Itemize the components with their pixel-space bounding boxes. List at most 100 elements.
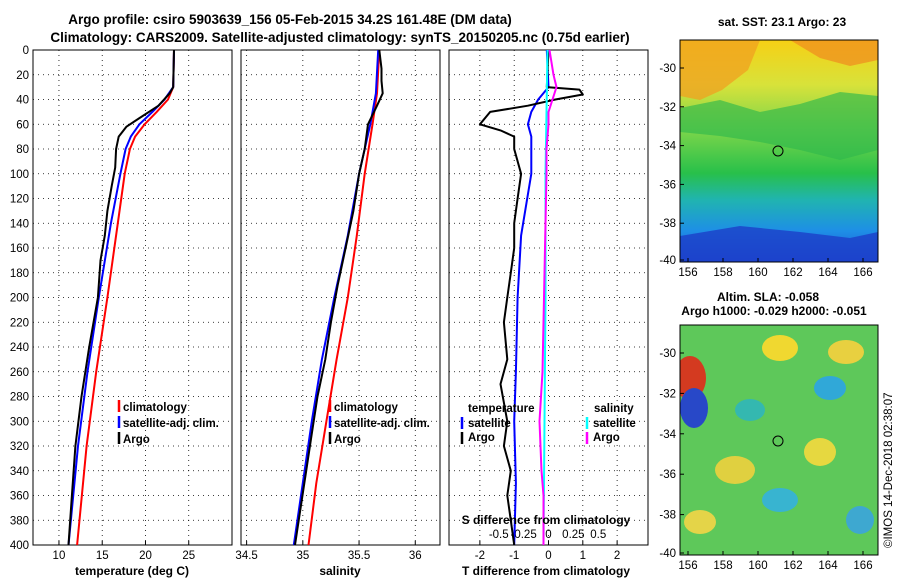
s-tick-label: -0.25: [511, 529, 537, 541]
legend-s-argo: Argo: [593, 432, 620, 444]
depth-tick-label: 360: [10, 491, 29, 503]
series-line-climatology: [76, 49, 175, 546]
depth-tick-label: 380: [10, 515, 29, 527]
float-position-marker: [772, 435, 784, 447]
depth-tick-label: 140: [10, 218, 29, 230]
depth-tick-label: 340: [10, 466, 29, 478]
depth-tick-label: 100: [10, 169, 29, 181]
map-y-tick-label: -30: [659, 63, 676, 75]
temperature-panel: 10 15 20 25: [32, 49, 233, 562]
x-tick-label: 36: [409, 550, 422, 562]
sst-map-ticks: 156 158 160 162 164 166 -30 -32 -34 -36 -38 -40: [659, 63, 872, 279]
map-x-tick-label: 162: [783, 267, 802, 279]
depth-tick-label: 320: [10, 441, 29, 453]
depth-tick-label: 220: [10, 317, 29, 329]
s-tick-label: 0: [545, 529, 551, 541]
x-tick-label: 35: [296, 550, 309, 562]
series-line-argo: [67, 49, 175, 546]
imos-credit: ©IMOS 14-Dec-2018 02:38:07: [883, 392, 895, 548]
sla-map-title-2: Argo h1000: -0.029 h2000: -0.051: [681, 304, 867, 318]
map-x-tick-label: 156: [678, 560, 697, 572]
plot-frame: [32, 49, 233, 546]
temperature-axis-label: temperature (deg C): [75, 564, 189, 578]
map-x-tick-label: 158: [713, 560, 732, 572]
map-y-tick-label: -40: [659, 255, 676, 267]
depth-tick-label: 300: [10, 416, 29, 428]
x-tick-label: 35.5: [348, 550, 370, 562]
series-line-argo: [294, 49, 384, 546]
sla-low-anomaly: [814, 376, 846, 400]
map-x-tick-label: 164: [818, 267, 838, 279]
depth-tick-label: 180: [10, 268, 29, 280]
temperature-legend: climatology satellite-adj. clim. Argo: [117, 400, 219, 446]
sla-high-anomaly: [762, 335, 798, 361]
map-x-tick-label: 162: [783, 560, 802, 572]
map-y-tick-label: -30: [659, 348, 676, 360]
s-tick-label: -0.5: [489, 529, 509, 541]
sla-high-anomaly: [715, 456, 755, 484]
depth-tick-label: 400: [10, 540, 29, 552]
sst-map-title: sat. SST: 23.1 Argo: 23: [718, 15, 847, 29]
x-tick-label: 15: [96, 550, 109, 562]
sla-map-title-1: Altim. SLA: -0.058: [717, 290, 819, 304]
sla-high-anomaly: [804, 438, 836, 466]
series-line-t-argo: [478, 49, 584, 546]
sla-high-anomaly: [680, 356, 706, 400]
map-y-tick-label: -36: [659, 179, 676, 191]
depth-tick-label: 20: [16, 70, 29, 82]
sla-high-anomaly: [684, 510, 716, 534]
salinity-axis-label: salinity: [319, 564, 361, 578]
depth-tick-label: 40: [16, 95, 29, 107]
legend-argo: Argo: [123, 434, 150, 446]
series-line-s-argo: [538, 49, 558, 545]
depth-tick-label: 200: [10, 293, 29, 305]
sst-map: sat. SST: 23.1 Argo: 23 156 158 160 162 164 1…: [659, 15, 879, 279]
difference-legend: temperature salinity satellite Argo sate…: [460, 403, 636, 444]
plot-frame: [240, 49, 441, 546]
sla-low-anomaly: [762, 488, 798, 512]
map-y-tick-label: -32: [659, 388, 676, 400]
depth-tick-label: 240: [10, 342, 29, 354]
x-tick-label: 25: [182, 550, 195, 562]
legend-t-argo: Argo: [468, 432, 495, 444]
sla-low-anomaly: [680, 388, 708, 428]
map-x-tick-label: 156: [678, 267, 697, 279]
legend-temperature-header: temperature: [468, 403, 534, 415]
map-x-tick-label: 160: [748, 560, 767, 572]
legend-salinity-header: salinity: [594, 403, 634, 415]
salinity-legend: climatology satellite-adj. clim. Argo: [328, 400, 430, 446]
s-difference-axis-label: S difference from climatology: [462, 513, 631, 527]
t-difference-axis-label: T difference from climatology: [462, 564, 630, 578]
x-tick-label: 2: [614, 550, 620, 562]
title-line-2: Climatology: CARS2009. Satellite-adjuste…: [50, 30, 629, 45]
sla-map-ticks: 156 158 160 162 164 166 -30 -32 -34 -36 -38 -40: [659, 348, 872, 572]
depth-tick-label: 60: [16, 119, 29, 131]
map-x-tick-label: 166: [853, 267, 872, 279]
map-y-tick-label: -40: [659, 548, 676, 560]
series-line-t-satellite: [513, 49, 550, 546]
float-position-marker: [772, 145, 784, 157]
sla-high-anomaly: [828, 340, 864, 364]
title-line-1: Argo profile: csiro 5903639_156 05-Feb-2…: [68, 12, 511, 27]
map-y-tick-label: -38: [659, 218, 676, 230]
legend-argo: Argo: [334, 434, 361, 446]
x-tick-label: 10: [53, 550, 66, 562]
map-y-tick-label: -38: [659, 510, 676, 522]
x-tick-label: -2: [475, 550, 485, 562]
sla-low-anomaly: [846, 506, 874, 534]
depth-tick-label: 260: [10, 367, 29, 379]
depth-tick-label: 160: [10, 243, 29, 255]
sla-low-anomaly: [735, 399, 765, 421]
legend-satellite: satellite-adj. clim.: [334, 418, 430, 430]
map-y-tick-label: -34: [659, 429, 676, 441]
map-y-tick-label: -34: [659, 141, 676, 153]
difference-panel: -2 -1 0 1 2 -0.5 -0.25 0 0.25 0.5: [448, 49, 649, 562]
map-y-tick-label: -32: [659, 102, 676, 114]
x-tick-label: -1: [509, 550, 519, 562]
map-y-tick-label: -36: [659, 469, 676, 481]
x-tick-label: 34.5: [235, 550, 257, 562]
depth-tick-label: 0: [23, 45, 29, 57]
x-tick-label: 0: [545, 550, 551, 562]
x-tick-label: 1: [580, 550, 586, 562]
